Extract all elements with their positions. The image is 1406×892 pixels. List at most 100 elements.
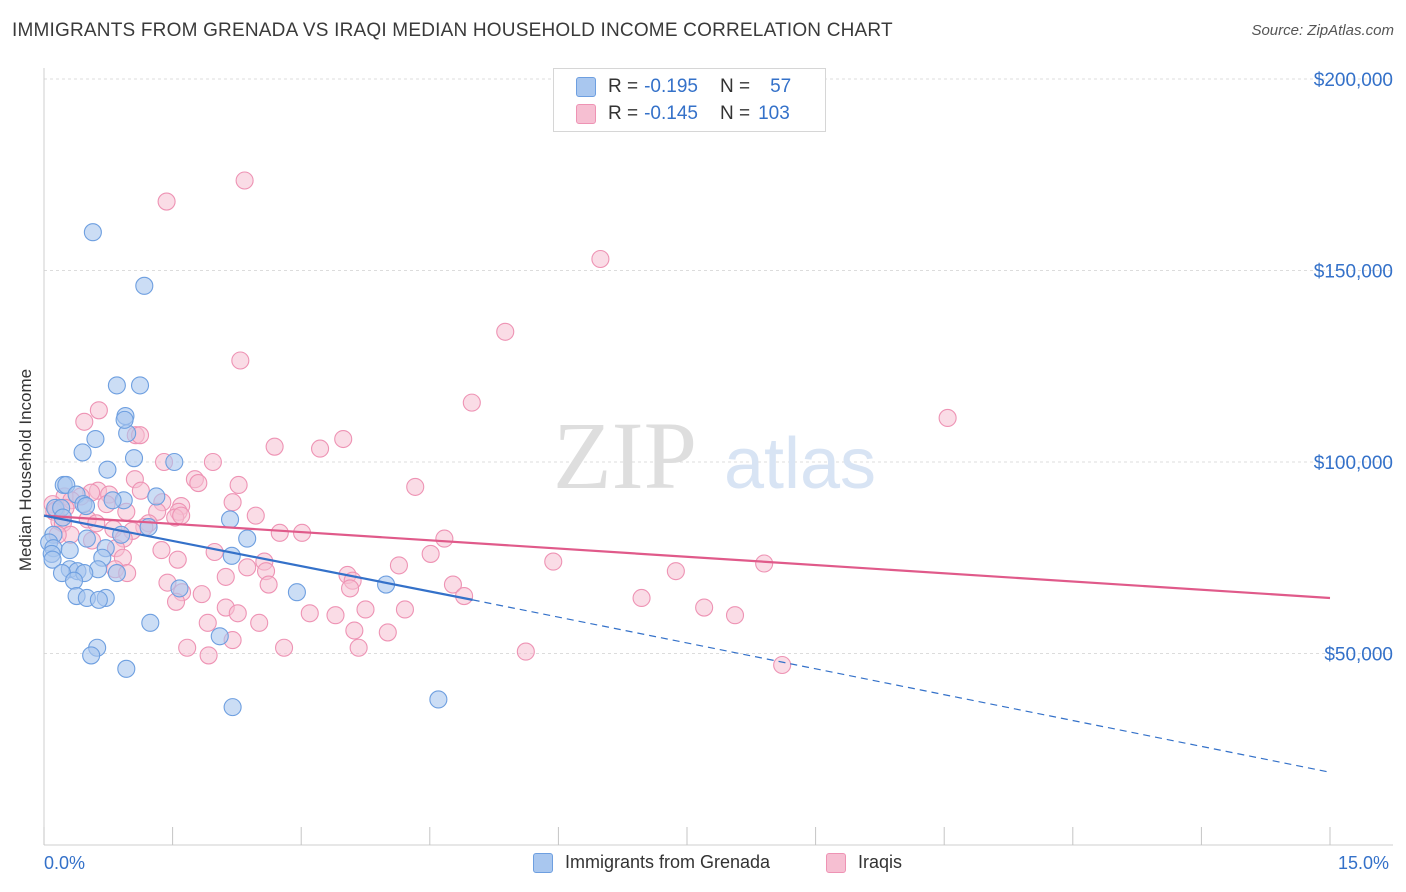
iraqis-point-11	[334, 429, 353, 449]
iraqis-point-53	[435, 529, 454, 548]
iraqis-point-96	[275, 638, 294, 657]
n-value: 103	[758, 103, 790, 124]
iraqis-trend-line	[43, 514, 1331, 600]
iraqis-point-61	[168, 550, 187, 569]
iraqis-swatch	[576, 104, 596, 124]
iraqis-point-12	[265, 437, 284, 456]
chart-title: IMMIGRANTS FROM GRENADA VS IRAQI MEDIAN …	[12, 20, 893, 41]
iraqis-point-101	[773, 655, 792, 675]
y-tick-labels: $50,000 $100,000 $150,000 $200,000	[1314, 70, 1393, 666]
iraqis-point-100	[199, 646, 218, 665]
iraqis-point-68	[389, 556, 408, 575]
iraqis-point-84	[395, 600, 414, 619]
grenada-point-9	[124, 449, 144, 468]
grenada-point-34	[222, 546, 241, 565]
n-value: 57	[770, 76, 792, 97]
grenada-point-56	[223, 698, 242, 717]
watermark-zip: ZIP	[553, 402, 697, 509]
legend-item-iraqis[interactable]: Iraqis	[826, 852, 902, 873]
iraqis-point-21	[131, 481, 150, 500]
iraqis-point-2	[591, 249, 610, 269]
grenada-point-23	[220, 510, 240, 529]
grenada-point-36	[43, 550, 62, 569]
grenada-point-20	[76, 496, 96, 516]
x-tick-label-min: 0.0%	[44, 853, 86, 873]
legend-item-grenada[interactable]: Immigrants from Grenada	[533, 852, 770, 873]
grenada-point-16	[103, 491, 122, 510]
iraqis-point-59	[421, 544, 440, 563]
iraqis-point-70	[666, 562, 685, 581]
iraqis-point-76	[341, 579, 360, 598]
grenada-trend-extension	[472, 599, 1331, 773]
iraqis-point-77	[443, 575, 462, 594]
grenada-point-50	[89, 590, 108, 609]
iraqis-point-30	[223, 493, 242, 512]
iraqis-point-6	[938, 408, 957, 428]
grenada-point-57	[429, 690, 448, 709]
iraqis-point-64	[755, 554, 774, 573]
source-label: Source: ZipAtlas.com	[1251, 22, 1394, 39]
grenada-point-14	[147, 487, 166, 506]
legend-label-iraqis: Iraqis	[858, 852, 903, 872]
iraqis-point-4	[231, 351, 250, 370]
iraqis-point-1	[157, 192, 176, 211]
iraqis-point-16	[406, 477, 425, 496]
iraqis-point-20	[229, 475, 248, 495]
legend-row-iraqis: R = -0.145 N = 103	[576, 102, 790, 126]
iraqis-point-0	[235, 171, 254, 190]
y-tick-label-3: $200,000	[1314, 70, 1393, 91]
y-tick-label-2: $150,000	[1314, 262, 1393, 283]
iraqis-point-85	[356, 600, 375, 619]
iraqis-point-44	[87, 514, 106, 533]
grenada-point-52	[210, 627, 229, 646]
grenada-point-43	[64, 571, 84, 590]
iraqis-point-72	[216, 567, 235, 586]
grenada-trend-line	[43, 514, 473, 601]
iraqis-point-88	[300, 604, 319, 623]
iraqis-point-15	[203, 452, 222, 472]
iraqis-point-92	[250, 613, 269, 632]
grenada-swatch	[576, 77, 596, 97]
grenada-point-10	[165, 452, 184, 472]
iraqis-point-90	[725, 606, 745, 625]
iraqis-point-7	[89, 401, 108, 420]
iraqis-points	[43, 171, 957, 675]
grenada-point-55	[117, 659, 136, 678]
iraqis-point-89	[326, 606, 345, 625]
iraqis-point-97	[178, 638, 197, 657]
iraqis-point-38	[246, 506, 265, 525]
iraqis-point-99	[516, 642, 535, 661]
grenada-point-45	[170, 579, 189, 598]
grenada-point-46	[287, 583, 306, 602]
r-label: R =	[608, 103, 639, 124]
iraqis-point-86	[695, 598, 714, 617]
n-label: N =	[719, 103, 751, 124]
iraqis-point-48	[270, 523, 289, 542]
grenada-points	[40, 223, 448, 717]
iraqis-point-58	[205, 542, 224, 562]
axes	[43, 68, 1393, 846]
iraqis-point-93	[345, 621, 364, 640]
grenada-point-3	[130, 376, 150, 395]
iraqis-point-19	[189, 474, 208, 493]
watermark: ZIP atlas	[553, 402, 876, 509]
correlation-legend: R = -0.195 N = 57 R = -0.145 N = 103	[553, 68, 826, 132]
grenada-point-11	[98, 460, 117, 479]
grenada-point-0	[83, 223, 102, 242]
grenada-point-54	[82, 646, 101, 665]
iraqis-point-79	[192, 585, 211, 604]
r-value: -0.145	[644, 103, 698, 124]
grenada-point-6	[115, 410, 134, 429]
iraqis-point-81	[632, 588, 651, 608]
grenada-point-31	[60, 541, 79, 560]
y-tick-label-0: $50,000	[1324, 645, 1393, 666]
grenada-point-42	[107, 564, 126, 583]
iraqis-point-13	[311, 439, 330, 458]
grenada-point-27	[77, 529, 96, 548]
iraqis-point-91	[198, 613, 217, 632]
r-value: -0.195	[644, 76, 698, 97]
iraqis-point-62	[544, 552, 563, 571]
legend-row-grenada: R = -0.195 N = 57	[576, 75, 791, 99]
iraqis-point-94	[378, 623, 397, 642]
